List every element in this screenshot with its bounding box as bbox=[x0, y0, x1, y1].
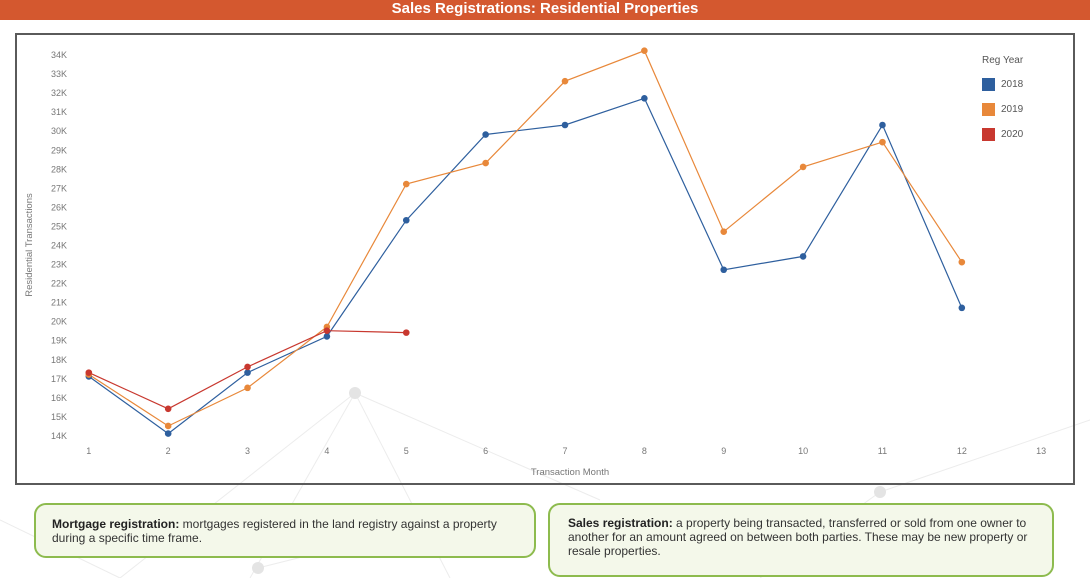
x-tick-label: 4 bbox=[324, 446, 329, 456]
x-tick-label: 6 bbox=[483, 446, 488, 456]
y-tick-label: 27K bbox=[51, 183, 67, 193]
data-point-2020-month-3 bbox=[244, 363, 251, 371]
y-tick-label: 34K bbox=[51, 50, 67, 60]
legend-item-2019[interactable]: 2019 bbox=[982, 97, 1023, 122]
y-tick-label: 29K bbox=[51, 145, 67, 155]
data-point-2018-month-12 bbox=[958, 304, 966, 312]
y-tick-label: 15K bbox=[51, 412, 67, 422]
y-tick-label: 24K bbox=[51, 241, 67, 251]
chart-legend: Reg Year 2018 2019 2020 bbox=[982, 55, 1023, 147]
legend-swatch-2020 bbox=[982, 128, 995, 141]
y-axis-title: Residential Transactions bbox=[24, 193, 35, 297]
mortgage-description: mortgages registered in the land registr… bbox=[52, 517, 497, 545]
y-tick-label: 17K bbox=[51, 374, 67, 384]
series-line-2019 bbox=[88, 49, 963, 427]
legend-label-2020: 2020 bbox=[1001, 129, 1024, 140]
data-point-2018-month-4 bbox=[323, 333, 331, 340]
legend-item-2018[interactable]: 2018 bbox=[982, 72, 1023, 97]
data-point-2019-month-6 bbox=[482, 159, 489, 167]
x-tick-label: 2 bbox=[166, 446, 171, 456]
data-point-2019-month-12 bbox=[958, 258, 966, 266]
x-tick-label: 11 bbox=[878, 446, 887, 456]
data-point-2019-month-7 bbox=[561, 77, 569, 85]
y-tick-label: 32K bbox=[51, 88, 67, 98]
data-point-2020-month-4 bbox=[323, 327, 331, 335]
data-point-2019-month-11 bbox=[879, 138, 886, 146]
data-point-2018-month-8 bbox=[641, 95, 648, 102]
data-point-2018-month-7 bbox=[561, 121, 569, 129]
x-tick-label: 9 bbox=[721, 446, 726, 456]
y-tick-label: 19K bbox=[51, 336, 67, 346]
sales-definition-box: Sales registration: a property being tra… bbox=[548, 503, 1054, 577]
data-point-2019-month-3 bbox=[244, 384, 251, 392]
data-point-2018-month-6 bbox=[482, 131, 489, 138]
data-point-2018-month-9 bbox=[720, 266, 728, 274]
x-tick-label: 13 bbox=[1036, 446, 1046, 456]
data-point-2018-month-2 bbox=[164, 430, 172, 437]
y-tick-label: 14K bbox=[51, 431, 67, 441]
y-tick-label: 31K bbox=[51, 107, 67, 117]
page-title: Sales Registrations: Residential Propert… bbox=[0, 0, 1090, 20]
data-point-2019-month-9 bbox=[720, 228, 728, 235]
y-tick-label: 23K bbox=[51, 260, 67, 270]
data-point-2020-month-2 bbox=[164, 405, 172, 413]
legend-item-2020[interactable]: 2020 bbox=[982, 122, 1023, 147]
legend-swatch-2018 bbox=[982, 78, 995, 91]
legend-title: Reg Year bbox=[982, 55, 1024, 66]
mortgage-definition-box: Mortgage registration: mortgages registe… bbox=[34, 503, 536, 558]
mortgage-term: Mortgage registration: bbox=[52, 517, 180, 531]
x-tick-label: 10 bbox=[798, 446, 808, 456]
y-tick-label: 16K bbox=[51, 393, 67, 403]
sales-description: a property being transacted, transferred… bbox=[568, 516, 1028, 558]
data-point-2020-month-1 bbox=[85, 369, 93, 376]
data-point-2018-month-10 bbox=[799, 253, 807, 260]
data-point-2018-month-5 bbox=[402, 216, 410, 224]
y-tick-label: 18K bbox=[51, 355, 67, 365]
legend-label-2018: 2018 bbox=[1001, 79, 1024, 90]
x-axis-title: Transaction Month bbox=[531, 467, 609, 478]
y-tick-label: 28K bbox=[51, 164, 67, 174]
y-tick-label: 20K bbox=[51, 317, 67, 327]
legend-label-2019: 2019 bbox=[1001, 104, 1024, 115]
data-point-2018-month-3 bbox=[244, 369, 251, 376]
data-point-2019-month-10 bbox=[799, 163, 807, 171]
data-point-2020-month-5 bbox=[402, 329, 410, 336]
series-line-2018 bbox=[88, 97, 963, 435]
x-tick-label: 5 bbox=[404, 446, 409, 456]
data-point-2019-month-5 bbox=[402, 180, 410, 188]
chart-frame bbox=[15, 33, 1075, 485]
x-tick-label: 7 bbox=[562, 446, 567, 456]
y-tick-label: 30K bbox=[51, 126, 67, 136]
data-point-2019-month-2 bbox=[164, 422, 172, 430]
x-tick-label: 8 bbox=[642, 446, 647, 456]
y-tick-label: 25K bbox=[51, 221, 67, 231]
x-tick-label: 3 bbox=[245, 446, 250, 456]
y-tick-label: 22K bbox=[51, 279, 67, 289]
data-point-2018-month-11 bbox=[879, 121, 886, 129]
y-tick-label: 33K bbox=[51, 69, 67, 79]
x-tick-label: 12 bbox=[957, 446, 967, 456]
line-chart: 14K 15K 16K 17K 18K 19K 20K 21K 22K 23K 24K 25K 26K 2… bbox=[24, 47, 1046, 478]
legend-swatch-2019 bbox=[982, 103, 995, 116]
y-tick-label: 26K bbox=[51, 202, 67, 212]
data-point-2019-month-8 bbox=[641, 47, 648, 55]
y-tick-label: 21K bbox=[51, 298, 67, 308]
sales-term: Sales registration: bbox=[568, 516, 673, 530]
x-tick-label: 1 bbox=[86, 446, 91, 456]
